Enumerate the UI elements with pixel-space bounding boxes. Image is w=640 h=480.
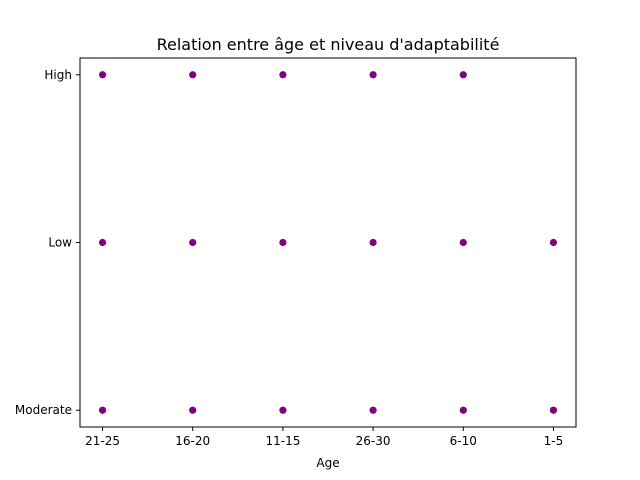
data-point [459,406,467,414]
x-tick-label: 21-25 [85,434,120,448]
data-point [549,406,558,414]
y-tick-label: Low [48,236,72,250]
x-axis-ticks: 21-25 16-20 11-15 26-30 6-10 1-5 [85,427,563,448]
data-point [189,71,197,79]
data-point [549,238,558,247]
data-point [369,238,377,247]
data-point [369,406,377,414]
x-tick-label: 26-30 [356,434,391,448]
y-axis-ticks: Moderate Low High [15,68,80,417]
data-point [279,406,287,414]
data-points [98,71,558,414]
y-tick-label: High [44,68,72,82]
data-point [279,71,287,79]
data-point [189,238,197,247]
data-point [98,71,107,79]
data-point [369,71,377,79]
x-tick-label: 6-10 [450,434,477,448]
y-tick-label: Moderate [15,403,72,417]
x-tick-label: 1-5 [544,434,564,448]
plot-area-frame [79,57,577,428]
data-point [98,238,107,247]
data-point [189,406,197,414]
chart-title: Relation entre âge et niveau d'adaptabil… [157,35,500,54]
data-point [459,71,467,79]
data-point [459,238,467,247]
data-point [98,406,107,414]
x-tick-label: 11-15 [265,434,300,448]
x-tick-label: 16-20 [175,434,210,448]
x-axis-label: Age [316,456,339,470]
data-point [279,238,287,247]
